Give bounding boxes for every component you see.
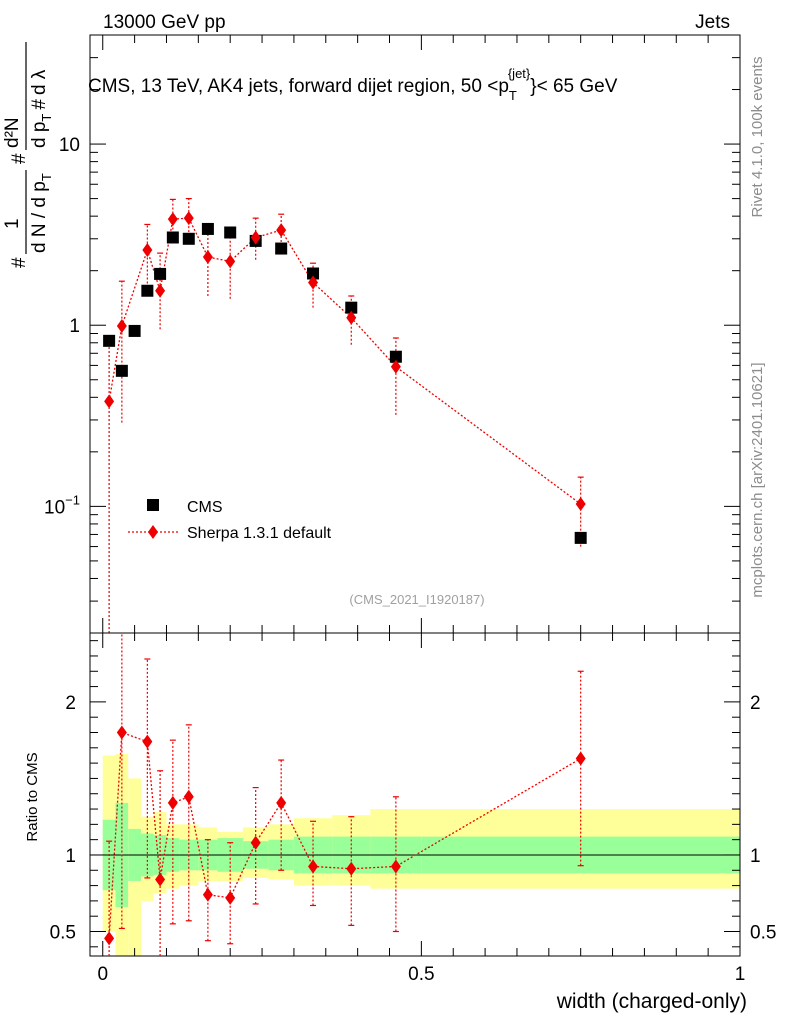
ratio-mc-point bbox=[202, 887, 213, 902]
legend-cms-label: CMS bbox=[187, 499, 223, 516]
title-sup-jet: {jet} bbox=[508, 66, 531, 81]
ratio-mc-point bbox=[250, 835, 261, 850]
cms-data-point bbox=[201, 222, 214, 235]
mc-point bbox=[167, 212, 178, 227]
legend-cms-marker bbox=[147, 499, 159, 511]
mc-point bbox=[142, 243, 153, 258]
title-sub-t: T bbox=[509, 88, 517, 103]
mc-point bbox=[155, 283, 166, 298]
ratio-mc-point bbox=[142, 734, 153, 749]
legend-sherpa-label: Sherpa 1.3.1 default bbox=[187, 525, 332, 542]
ratio-mc-point bbox=[116, 725, 127, 740]
ratio-x-tick-label: 0 bbox=[97, 964, 108, 985]
cms-data-point bbox=[307, 267, 320, 280]
main-curves bbox=[106, 197, 584, 633]
ratio-y-tick-label-right: 1 bbox=[750, 846, 761, 867]
mc-point bbox=[250, 230, 261, 245]
mc-point bbox=[276, 223, 287, 238]
main-frame bbox=[89, 34, 741, 634]
mc-point bbox=[346, 310, 357, 325]
cms-data-point bbox=[115, 364, 128, 377]
ratio-ticks: 0 0.5 10.5 0.51 12 2 bbox=[50, 633, 776, 985]
ratio-x-tick-label: 1 bbox=[735, 964, 746, 985]
mc-line bbox=[108, 217, 582, 505]
ratio-mc-point bbox=[346, 861, 357, 876]
mc-point bbox=[202, 250, 213, 265]
ylabel-one: 1 bbox=[2, 218, 23, 229]
ylabel-dpt-text: d p bbox=[29, 122, 50, 148]
ylabel-t-sub-1: T bbox=[39, 173, 54, 181]
ratio-mc-point bbox=[575, 751, 586, 766]
legend: CMS Sherpa 1.3.1 default bbox=[128, 499, 332, 542]
main-points bbox=[103, 211, 587, 544]
ratio-mc-point bbox=[104, 931, 115, 946]
chart-title: CMS, 13 TeV, AK4 jets, forward dijet reg… bbox=[88, 66, 618, 103]
cms-data-point bbox=[345, 301, 358, 314]
ratio-panel: 0 0.5 10.5 0.51 12 2 Ratio to CMS width (char… bbox=[24, 632, 776, 1013]
main-y-tick-label: 1 bbox=[69, 316, 80, 337]
main-ylabel: # 1 d N / d pT # d²N d pT#d λ bbox=[2, 42, 54, 268]
ylabel-dlambda: d λ bbox=[29, 69, 50, 95]
ratio-mc-point bbox=[276, 795, 287, 810]
mc-point bbox=[116, 319, 127, 334]
ratio-points bbox=[104, 725, 586, 946]
ylabel-dn-dpt: d N / d pT bbox=[29, 173, 54, 253]
title-prefix: CMS, 13 TeV, AK4 jets, forward dijet reg… bbox=[88, 76, 509, 97]
ratio-mc-point bbox=[183, 789, 194, 804]
cms-data-point bbox=[275, 242, 288, 255]
ratio-y-tick-label-right: 2 bbox=[750, 693, 761, 714]
ylabel-hash-2: # bbox=[9, 153, 30, 164]
ratio-mc-point bbox=[390, 859, 401, 874]
cms-data-point bbox=[154, 267, 167, 280]
ratio-ylabel: Ratio to CMS bbox=[24, 752, 41, 841]
ylabel-dpt-dl: d pT # d λ bbox=[29, 69, 54, 148]
mc-point bbox=[225, 254, 236, 269]
cms-data-point bbox=[574, 531, 587, 544]
analysis-id: (CMS_2021_I1920187) bbox=[349, 592, 484, 607]
ratio-y-tick-label-left: 0.5 bbox=[50, 923, 76, 944]
x-axis-label: width (charged-only) bbox=[556, 990, 747, 1013]
ratio-y-tick-label-left: 2 bbox=[65, 693, 76, 714]
ratio-y-tick-label-right: 0.5 bbox=[750, 923, 776, 944]
ratio-mc-line bbox=[108, 731, 582, 939]
ratio-mc-point bbox=[225, 890, 236, 905]
ylabel-d2n: d²N bbox=[2, 117, 23, 148]
ratio-frame bbox=[89, 632, 741, 957]
cms-data-point bbox=[224, 226, 237, 239]
mc-point bbox=[390, 359, 401, 374]
cms-data-point bbox=[389, 350, 402, 363]
ratio-mc-point bbox=[308, 859, 319, 874]
cms-data-point bbox=[128, 324, 141, 337]
ylabel-hash-3: # bbox=[29, 99, 50, 110]
ylabel-dn-text: d N / d p bbox=[29, 181, 50, 253]
ylabel-t-sub-2: T bbox=[39, 114, 54, 122]
cms-data-point bbox=[166, 231, 179, 244]
main-panel: 10−1 1 10 CMS, 13 TeV, AK4 jets, forward d… bbox=[2, 34, 741, 634]
mc-point bbox=[104, 394, 115, 409]
ratio-mc-point bbox=[155, 872, 166, 887]
ratio-y-tick-label-left: 1 bbox=[65, 846, 76, 867]
mc-point bbox=[575, 497, 586, 512]
mc-point bbox=[308, 275, 319, 290]
mcplots-source-label: mcplots.cern.ch [arXiv:2401.10621] bbox=[749, 362, 766, 597]
header-energy: 13000 GeV pp bbox=[103, 12, 226, 33]
cms-data-point bbox=[103, 334, 116, 347]
main-ticks: 10−1 1 10 bbox=[44, 34, 741, 634]
cms-data-point bbox=[141, 284, 154, 297]
ylabel-hash-1: # bbox=[9, 257, 30, 268]
main-y-tick-label: 10−1 bbox=[44, 492, 80, 518]
header-process: Jets bbox=[695, 12, 730, 33]
ratio-x-tick-label: 0.5 bbox=[408, 964, 434, 985]
ratio-mc-point bbox=[167, 795, 178, 810]
ratio-curves bbox=[106, 633, 584, 956]
legend-sherpa-marker bbox=[148, 525, 158, 539]
mc-point bbox=[183, 211, 194, 226]
title-suffix: }< 65 GeV bbox=[530, 76, 617, 97]
main-y-tick-label: 10 bbox=[59, 135, 80, 156]
cms-data-point bbox=[182, 232, 195, 245]
rivet-version-label: Rivet 4.1.0, 100k events bbox=[749, 57, 766, 218]
